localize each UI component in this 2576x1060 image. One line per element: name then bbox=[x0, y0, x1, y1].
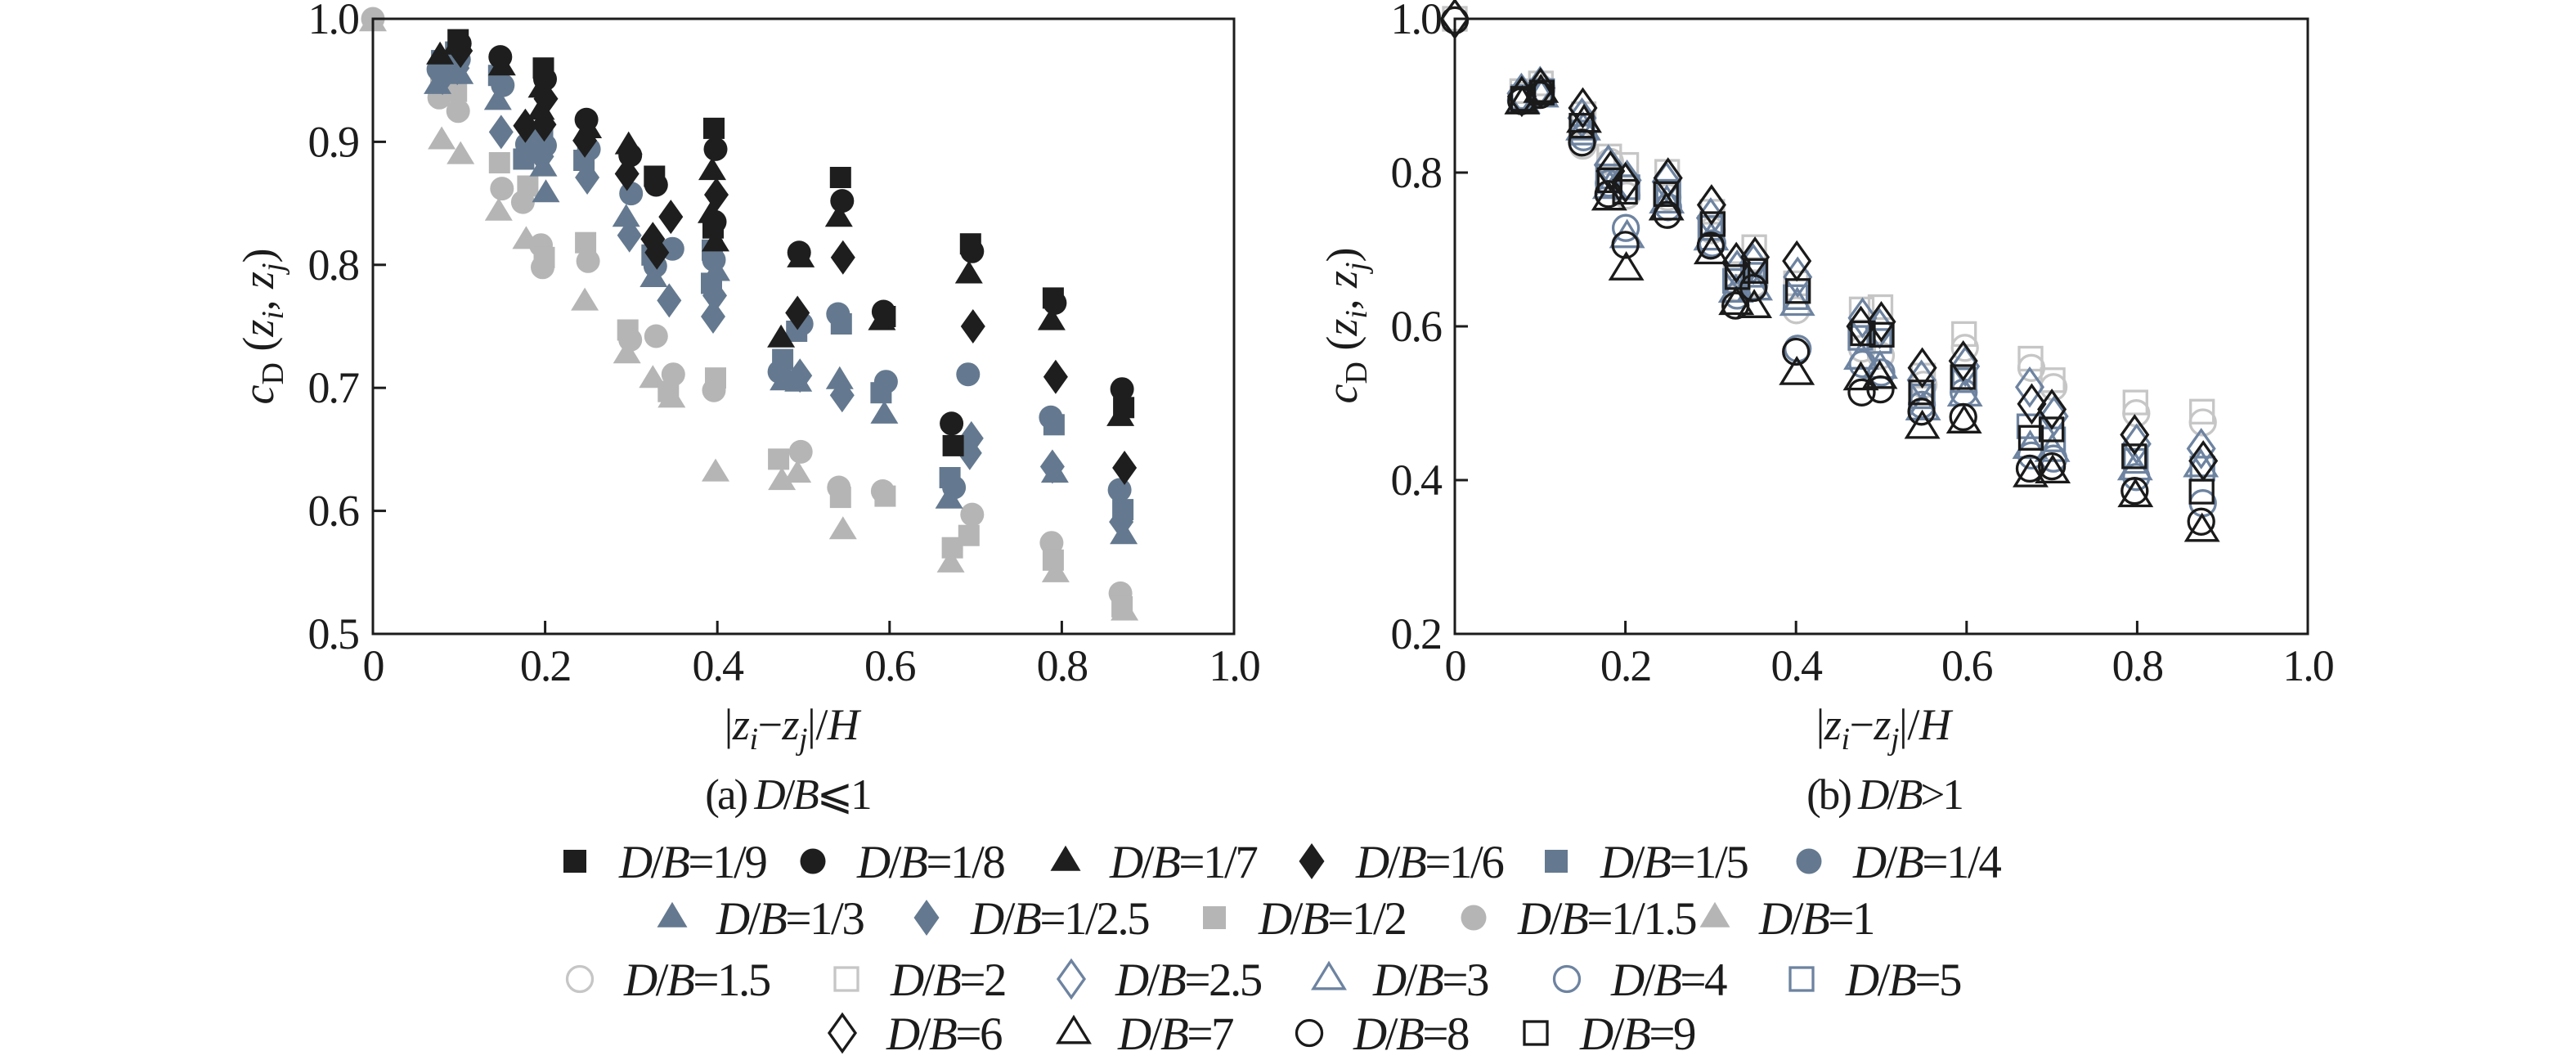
svg-text:D/B=8: D/B=8 bbox=[1353, 1008, 1469, 1056]
svg-text:0.6: 0.6 bbox=[1941, 641, 1993, 690]
svg-text:0.6: 0.6 bbox=[308, 487, 360, 536]
svg-text:D/B=9: D/B=9 bbox=[1579, 1008, 1695, 1056]
svg-text:0.4: 0.4 bbox=[1770, 641, 1823, 690]
svg-text:(a) D/B⩽1: (a) D/B⩽1 bbox=[705, 771, 870, 819]
svg-text:1.0: 1.0 bbox=[2282, 641, 2333, 690]
svg-text:D/B=6: D/B=6 bbox=[886, 1008, 1002, 1056]
svg-text:1.0: 1.0 bbox=[1391, 0, 1442, 43]
svg-text:|zi−zj|/H: |zi−zj|/H bbox=[725, 700, 862, 757]
svg-text:D/B=1/6: D/B=1/6 bbox=[1355, 837, 1503, 888]
svg-text:0.7: 0.7 bbox=[308, 363, 360, 412]
svg-text:0.2: 0.2 bbox=[1391, 609, 1442, 658]
svg-text:0.8: 0.8 bbox=[1037, 641, 1088, 690]
svg-text:0.6: 0.6 bbox=[864, 641, 916, 690]
svg-text:D/B=1/2: D/B=1/2 bbox=[1258, 893, 1405, 945]
svg-text:0.8: 0.8 bbox=[2112, 641, 2163, 690]
svg-text:D/B=1/4: D/B=1/4 bbox=[1852, 837, 2001, 888]
svg-text:0.5: 0.5 bbox=[308, 609, 359, 658]
svg-text:D/B=1/8: D/B=1/8 bbox=[856, 837, 1004, 888]
svg-text:(b) D/B>1: (b) D/B>1 bbox=[1806, 771, 1962, 819]
svg-text:D/B=1: D/B=1 bbox=[1758, 893, 1874, 945]
svg-text:1.0: 1.0 bbox=[308, 0, 359, 43]
svg-text:D/B=3: D/B=3 bbox=[1372, 954, 1488, 1006]
svg-text:0: 0 bbox=[1445, 641, 1465, 690]
svg-text:0.4: 0.4 bbox=[692, 641, 744, 690]
svg-text:D/B=1/1.5: D/B=1/1.5 bbox=[1517, 893, 1696, 945]
svg-text:0.2: 0.2 bbox=[1600, 641, 1651, 690]
svg-text:D/B=2: D/B=2 bbox=[890, 954, 1005, 1006]
svg-text:0: 0 bbox=[363, 641, 384, 690]
svg-text:D/B=1/5: D/B=1/5 bbox=[1600, 837, 1748, 888]
svg-text:|zi−zj|/H: |zi−zj|/H bbox=[1816, 700, 1954, 757]
svg-text:D/B=1/3: D/B=1/3 bbox=[716, 893, 864, 945]
svg-text:0.4: 0.4 bbox=[1391, 456, 1443, 505]
svg-text:D/B=7: D/B=7 bbox=[1117, 1008, 1233, 1056]
svg-text:0.9: 0.9 bbox=[308, 117, 359, 166]
svg-text:0.6: 0.6 bbox=[1391, 302, 1443, 351]
svg-text:0.8: 0.8 bbox=[308, 240, 359, 290]
svg-text:D/B=5: D/B=5 bbox=[1845, 954, 1961, 1006]
svg-text:D/B=1/2.5: D/B=1/2.5 bbox=[970, 893, 1149, 945]
svg-text:0.2: 0.2 bbox=[520, 641, 571, 690]
svg-text:cD (zi, zj): cD (zi, zj) bbox=[234, 248, 290, 404]
svg-text:D/B=4: D/B=4 bbox=[1610, 954, 1727, 1006]
svg-text:D/B=1/9: D/B=1/9 bbox=[618, 837, 766, 888]
svg-text:D/B=1/7: D/B=1/7 bbox=[1109, 837, 1257, 888]
svg-text:0.8: 0.8 bbox=[1391, 148, 1442, 197]
svg-text:cD (zi, zj): cD (zi, zj) bbox=[1317, 247, 1374, 403]
svg-text:D/B=1.5: D/B=1.5 bbox=[623, 954, 770, 1006]
svg-text:1.0: 1.0 bbox=[1209, 641, 1259, 690]
svg-text:D/B=2.5: D/B=2.5 bbox=[1115, 954, 1262, 1006]
